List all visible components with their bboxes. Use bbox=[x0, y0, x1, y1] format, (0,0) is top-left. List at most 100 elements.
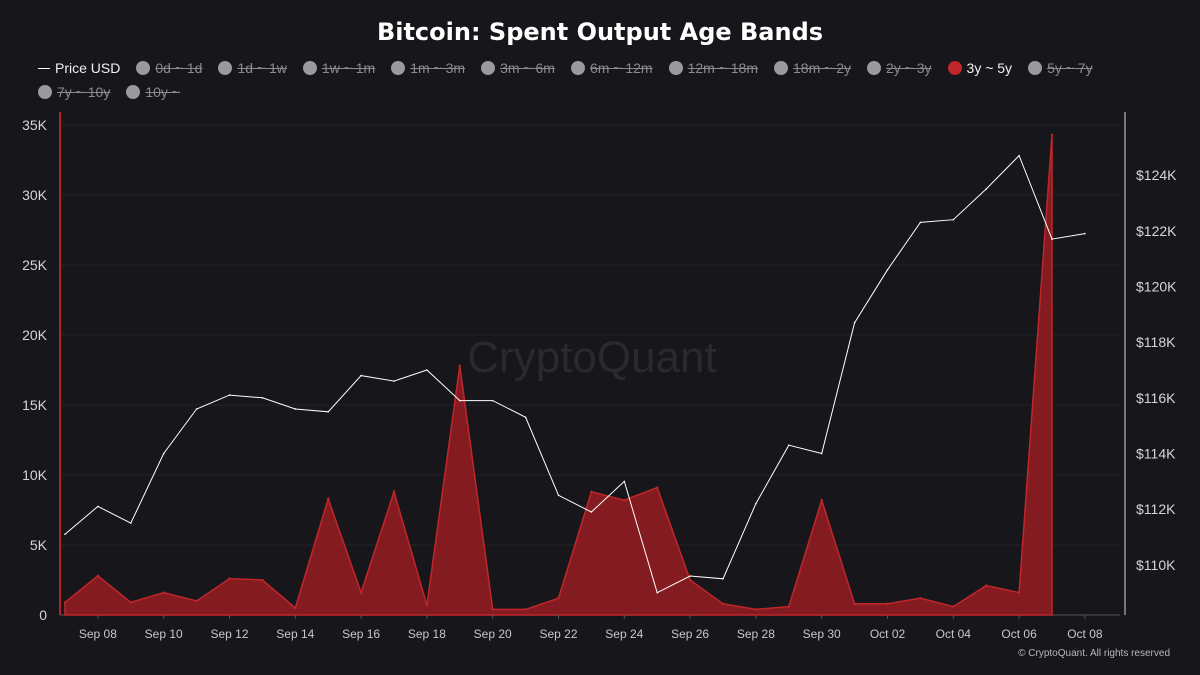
area-point bbox=[754, 608, 758, 611]
y-left-tick-label: 0 bbox=[39, 607, 47, 623]
legend-label: 7y ~ 10y bbox=[57, 84, 111, 100]
y-right-tick-label: $116K bbox=[1136, 390, 1176, 406]
area-point bbox=[392, 490, 396, 493]
area-point bbox=[261, 578, 264, 582]
price-point bbox=[491, 399, 494, 402]
legend-dot-icon bbox=[481, 61, 496, 75]
legend-item-2[interactable]: 1d ~ 1w bbox=[218, 58, 287, 78]
legend-label: 12m ~ 18m bbox=[687, 60, 759, 76]
price-point bbox=[985, 188, 987, 190]
legend-dot-icon bbox=[570, 61, 585, 75]
series-line-price-usd bbox=[64, 154, 1085, 594]
x-tick-label: Oct 04 bbox=[936, 627, 972, 641]
legend-item-13[interactable]: 10y ~ bbox=[126, 82, 180, 102]
x-tick-label: Sep 26 bbox=[671, 627, 709, 641]
x-tick-label: Sep 20 bbox=[474, 627, 512, 641]
price-point bbox=[228, 394, 231, 396]
price-point bbox=[886, 268, 889, 271]
legend-line-swatch bbox=[38, 67, 50, 69]
price-point bbox=[919, 221, 922, 224]
area-point bbox=[458, 364, 461, 367]
legend-dot-icon bbox=[774, 61, 789, 75]
legend-item-6[interactable]: 6m ~ 12m bbox=[570, 58, 653, 78]
legend-dot-icon bbox=[1028, 61, 1043, 75]
legend-label: 10y ~ bbox=[145, 84, 180, 100]
x-tick-label: Sep 28 bbox=[737, 627, 775, 641]
area-point bbox=[162, 591, 165, 594]
price-point bbox=[64, 533, 66, 536]
price-point bbox=[590, 511, 593, 513]
area-point bbox=[919, 597, 922, 600]
y-left-tick-label: 15K bbox=[22, 397, 48, 413]
price-point bbox=[557, 494, 560, 497]
legend-dot-icon bbox=[126, 85, 141, 99]
area-point bbox=[623, 499, 626, 502]
price-point bbox=[722, 578, 724, 580]
y-right-tick-label: $120K bbox=[1136, 278, 1177, 294]
legend-item-9[interactable]: 2y ~ 3y bbox=[867, 58, 932, 78]
x-tick-label: Sep 10 bbox=[145, 627, 183, 641]
price-point bbox=[755, 502, 757, 505]
area-point bbox=[952, 605, 955, 608]
area-point bbox=[327, 497, 330, 500]
area-point bbox=[1050, 133, 1054, 136]
x-tick-label: Oct 02 bbox=[870, 627, 906, 641]
legend-label: 3y ~ 5y bbox=[966, 60, 1013, 76]
x-tick-label: Sep 24 bbox=[605, 627, 643, 641]
x-tick-label: Oct 08 bbox=[1067, 627, 1103, 641]
y-right-tick-label: $118K bbox=[1136, 334, 1176, 350]
legend-item-7[interactable]: 12m ~ 18m bbox=[668, 58, 759, 78]
price-point bbox=[327, 410, 330, 413]
area-point bbox=[590, 490, 593, 493]
price-point bbox=[1018, 154, 1020, 157]
area-point bbox=[425, 604, 429, 607]
legend-item-10[interactable]: 3y ~ 5y bbox=[947, 58, 1013, 78]
legend-label: Price USD bbox=[55, 60, 121, 76]
legend-label: 1m ~ 3m bbox=[410, 60, 466, 76]
legend-label: 18m ~ 2y bbox=[793, 60, 851, 76]
price-point bbox=[426, 369, 428, 371]
y-left-tick-label: 20K bbox=[22, 327, 48, 343]
legend-dot-icon bbox=[302, 61, 317, 75]
area-point bbox=[787, 605, 790, 608]
x-tick-label: Sep 16 bbox=[342, 627, 380, 641]
price-point bbox=[524, 416, 527, 419]
area-point bbox=[820, 499, 823, 502]
legend-item-11[interactable]: 5y ~ 7y bbox=[1028, 58, 1093, 78]
legend-item-3[interactable]: 1w ~ 1m bbox=[302, 58, 375, 78]
x-tick-label: Sep 14 bbox=[276, 627, 314, 641]
price-point bbox=[195, 408, 198, 410]
legend-item-8[interactable]: 18m ~ 2y bbox=[774, 58, 851, 78]
x-tick-label: Oct 06 bbox=[1001, 627, 1037, 641]
legend-item-1[interactable]: 0d ~ 1d bbox=[136, 58, 202, 78]
legend-dot-icon bbox=[38, 85, 52, 99]
copyright-credit: © CryptoQuant. All rights reserved bbox=[1018, 648, 1170, 659]
legend-label: 1d ~ 1w bbox=[237, 60, 287, 76]
price-point bbox=[97, 505, 99, 508]
price-point bbox=[261, 397, 264, 399]
y-right-tick-label: $124K bbox=[1136, 167, 1177, 183]
legend-dot-icon bbox=[947, 61, 962, 75]
area-point bbox=[886, 602, 889, 605]
price-point bbox=[656, 591, 658, 594]
legend-item-4[interactable]: 1m ~ 3m bbox=[391, 58, 465, 78]
y-left-tick-label: 35K bbox=[22, 117, 48, 133]
price-point bbox=[853, 321, 856, 324]
legend-item-0[interactable]: Price USD bbox=[38, 58, 120, 78]
price-point bbox=[623, 480, 626, 483]
legend-item-12[interactable]: 7y ~ 10y bbox=[38, 82, 110, 102]
y-right-tick-label: $114K bbox=[1136, 446, 1176, 462]
watermark: CryptoQuant bbox=[467, 333, 716, 382]
price-point bbox=[689, 575, 691, 577]
area-point bbox=[195, 599, 198, 603]
area-point bbox=[688, 578, 692, 582]
y-left-tick-label: 30K bbox=[22, 187, 48, 203]
area-point bbox=[557, 597, 560, 600]
legend-item-5[interactable]: 3m ~ 6m bbox=[481, 58, 555, 78]
y-left-tick-label: 5K bbox=[30, 537, 48, 553]
y-left-tick-label: 25K bbox=[22, 257, 48, 273]
legend-label: 0d ~ 1d bbox=[155, 60, 203, 76]
x-tick-label: Sep 30 bbox=[803, 627, 841, 641]
legend-label: 2y ~ 3y bbox=[886, 60, 932, 76]
